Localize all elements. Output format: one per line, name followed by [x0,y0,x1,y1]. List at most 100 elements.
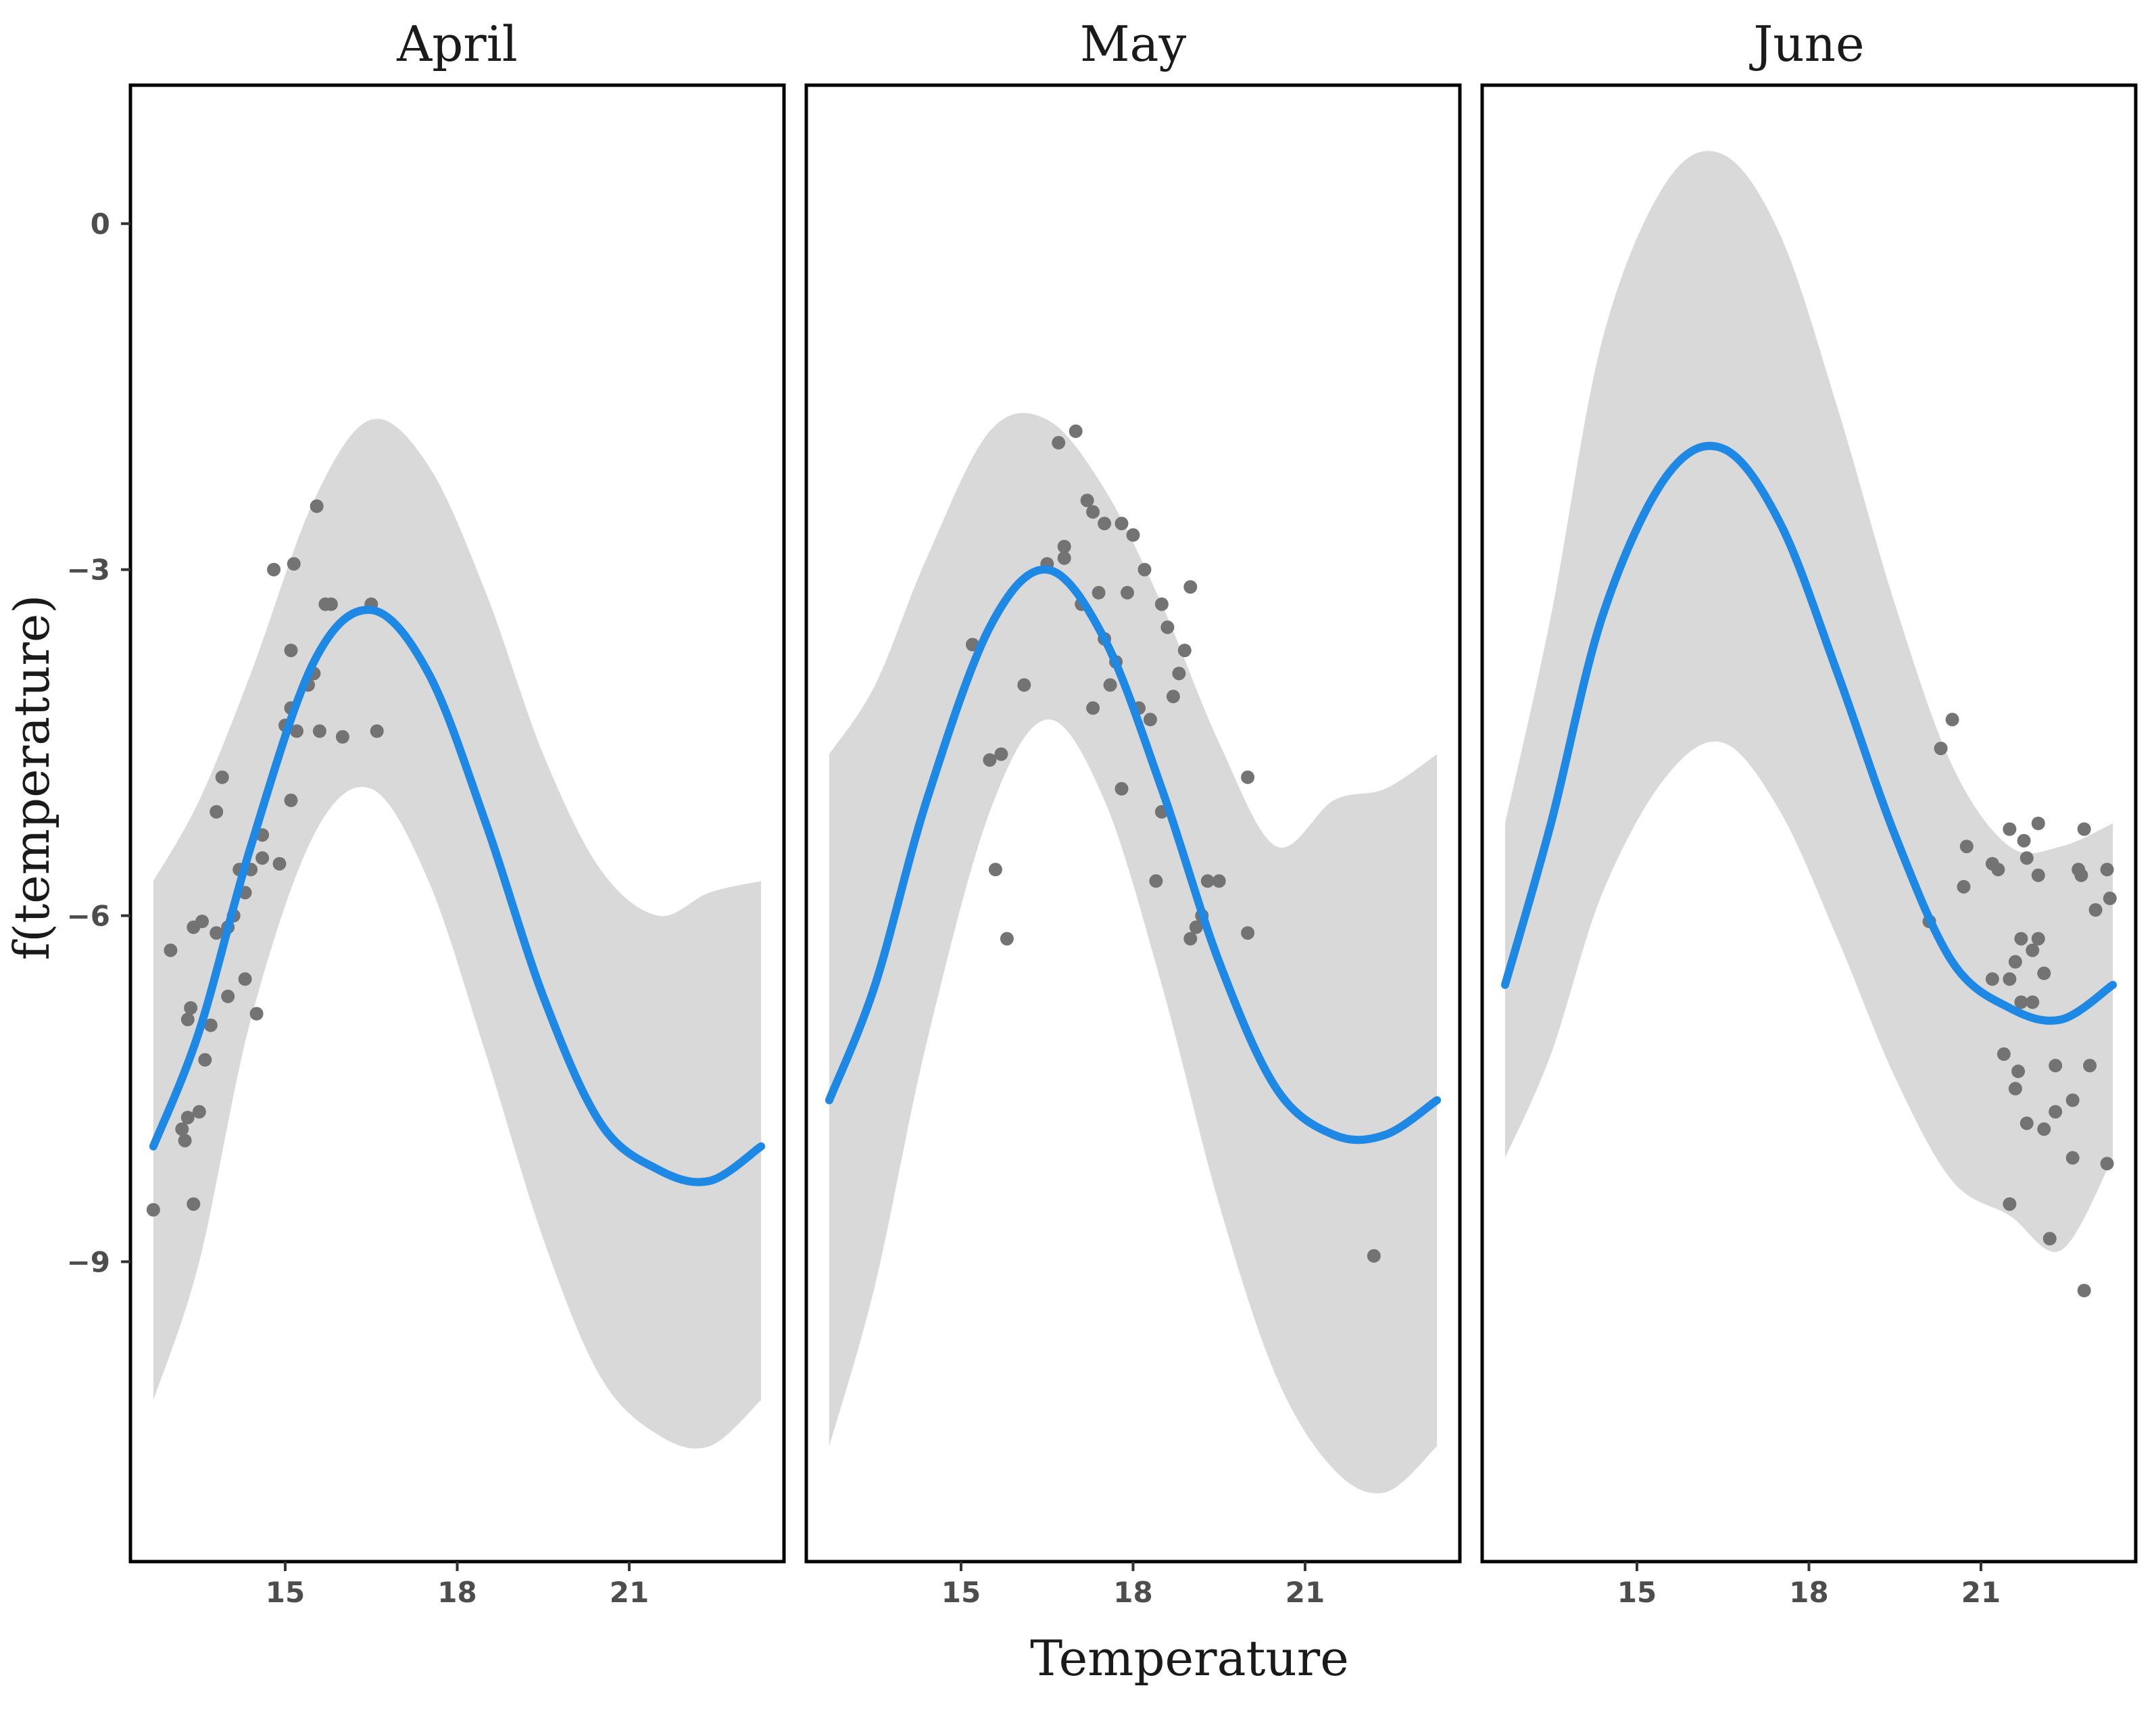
residual-point [290,724,303,738]
y-axis: 0 −3 −6 −9 [67,208,130,1278]
residual-point [370,724,384,738]
facet-title: June [1748,16,1864,72]
x-tick-label: 15 [941,1576,981,1609]
residual-point [2008,955,2022,969]
residual-point [2065,1151,2080,1165]
residual-point [2037,1122,2051,1136]
residual-point [1154,597,1169,611]
residual-point [1000,932,1014,946]
residual-point [1241,770,1255,784]
residual-point [187,1197,201,1211]
residual-point [335,730,349,744]
residual-point [2031,932,2045,946]
residual-point [1241,926,1255,940]
residual-point [1367,1249,1381,1263]
residual-point [2019,1116,2034,1130]
residual-point [164,943,178,957]
residual-point [1957,879,1971,894]
residual-point [203,1018,218,1032]
residual-point [272,857,287,871]
x-tick-label: 15 [1617,1576,1657,1609]
residual-point [2011,1064,2026,1078]
x-tick-label: 21 [610,1576,649,1609]
residual-point [994,747,1008,761]
residual-point [2008,1082,2022,1096]
facet-panels: April 15 18 21 May 15 18 21 June 15 18 21 [128,16,2138,1609]
residual-point [221,989,235,1003]
x-tick-label: 21 [1961,1576,2001,1609]
residual-point [2003,972,2017,986]
facet-panel-may: May 15 18 21 [804,16,1462,1609]
residual-point [2049,1105,2063,1119]
residual-point [1200,874,1215,888]
residual-point [2049,1059,2063,1073]
confidence-ribbon [829,412,1438,1494]
residual-point [983,753,997,767]
residual-point [2074,868,2088,882]
residual-point [1080,493,1094,508]
residual-point [2003,1197,2017,1211]
residual-point [1137,562,1152,577]
residual-point [2103,891,2117,905]
residual-point [2014,932,2028,946]
residual-point [2026,943,2040,957]
residual-point [1945,713,1959,727]
residual-point [255,851,270,865]
residual-point [2088,903,2103,917]
residual-point [1114,781,1129,796]
residual-point [1092,585,1106,600]
residual-point [1934,742,1948,756]
residual-point [1177,644,1192,658]
residual-point [1126,528,1140,542]
residual-point [1149,874,1163,888]
residual-point [198,1053,212,1067]
residual-point [2014,995,2028,1009]
residual-point [284,644,298,658]
residual-point [1996,1047,2011,1061]
residual-point [146,1203,160,1217]
residual-point [1183,932,1198,946]
residual-point [2100,863,2114,877]
residual-point [312,724,326,738]
residual-point [1212,874,1226,888]
x-tick-label: 18 [1113,1576,1152,1609]
y-tick-label: 0 [91,208,110,241]
residual-point [1991,863,2005,877]
smooth-line [825,565,1442,1144]
residual-point [1057,539,1071,554]
x-tick-label: 18 [1789,1576,1828,1609]
x-tick-label: 15 [266,1576,305,1609]
residual-point [1017,678,1031,692]
facet-panel-april: April 15 18 21 [128,16,786,1609]
residual-point [1086,701,1100,715]
residual-point [2003,822,2017,836]
residual-point [2077,822,2091,836]
residual-point [287,557,301,571]
residual-point [2017,834,2031,848]
smooth-line [1500,441,2117,1025]
residual-point [215,770,229,784]
residual-point [180,1013,195,1027]
residual-point [2077,1284,2091,1297]
residual-point [1103,678,1117,692]
facet-title: April [396,16,518,72]
residual-point [1069,424,1083,438]
x-tick-label: 21 [1285,1576,1325,1609]
residual-point [310,499,324,513]
residual-point [178,1134,192,1148]
x-axis-title: Temperature [1030,1630,1349,1687]
x-tick-label: 18 [437,1576,476,1609]
residual-point [210,926,224,940]
residual-point [1086,505,1100,519]
residual-point [2026,995,2040,1009]
residual-point [1183,580,1198,594]
residual-point [195,915,209,928]
residual-point [2100,1157,2114,1171]
residual-point [1098,516,1112,531]
residual-point [1959,840,1974,854]
y-axis-title: f(temperature) [3,594,60,960]
residual-point [1143,713,1157,727]
residual-point [184,1001,198,1015]
residual-point [180,1111,195,1125]
y-tick-label: −9 [67,1245,110,1278]
